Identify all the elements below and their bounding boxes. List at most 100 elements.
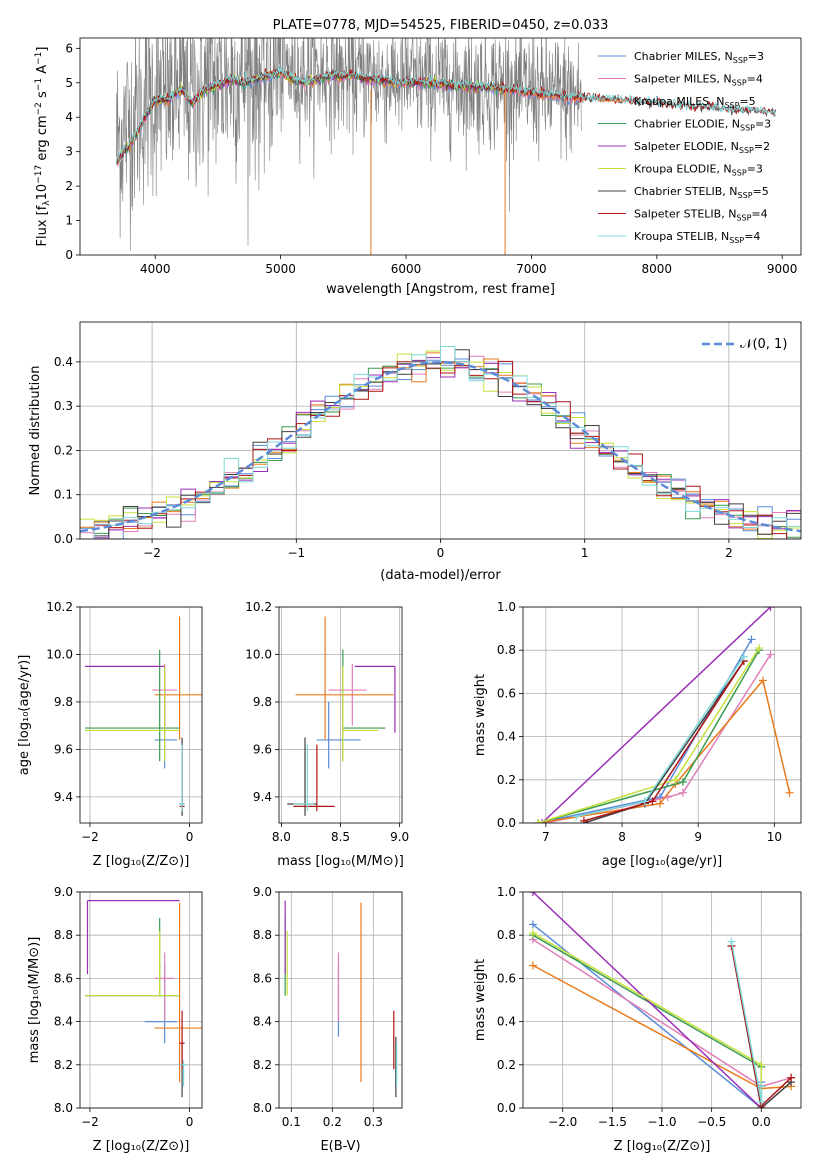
x-tick-label: 8.5 — [331, 830, 350, 844]
spectrum-frame — [79, 37, 802, 256]
x-tick-label: −0.5 — [697, 1115, 726, 1129]
y-tick-label: 0.2 — [497, 773, 516, 787]
y-tick-label: 8.8 — [253, 928, 272, 942]
legend-label-base: Salpeter MILES, N — [634, 73, 732, 86]
y-tick-label: 0.4 — [497, 1015, 516, 1029]
age-vs-Z-ylabel: age [log₁₀(age/yr)] — [17, 655, 32, 776]
y-tick-label: 4 — [65, 110, 73, 124]
legend-label-base: Kroupa ELODIE, N — [634, 163, 732, 176]
residuals-xlabel: (data-model)/error — [380, 568, 501, 583]
observed-spectrum-line — [116, 38, 582, 251]
y-tick-label: 9.0 — [253, 885, 272, 899]
legend-label-sub: SSP — [732, 79, 747, 88]
ylabel-part: −17 — [34, 165, 44, 184]
legend-label-base: Kroupa MILES, N — [634, 95, 724, 108]
legend-label-base: Salpeter STELIB, N — [634, 208, 736, 221]
y-tick-label: 8.0 — [253, 1101, 272, 1115]
histogram-series — [80, 346, 801, 539]
y-tick-label: 3 — [65, 145, 73, 159]
y-tick-label: 10.0 — [46, 647, 73, 661]
y-tick-label: 0.2 — [54, 443, 73, 457]
mass-weight-vs-Z-axes: −2.0 −1.5 −1.0 −0.5 0.0 0.0 0.2 0.4 0.6 0.8 1.0 — [497, 885, 801, 1129]
x-tick-label: 7000 — [516, 262, 547, 276]
y-tick-label: 8.4 — [253, 1015, 272, 1029]
age-vs-mass-plot — [287, 616, 396, 816]
x-tick-label: 10 — [767, 830, 782, 844]
y-tick-label: 0 — [65, 248, 73, 262]
legend-label-base: Chabrier MILES, N — [634, 50, 733, 63]
x-tick-label: 8 — [618, 830, 626, 844]
y-tick-label: 0.4 — [497, 730, 516, 744]
residuals-frame — [79, 321, 802, 540]
x-tick-label: 7 — [542, 830, 550, 844]
legend-label-tail: =4 — [744, 230, 760, 243]
weight-line — [532, 892, 762, 1108]
mass-weight-vs-age-xlabel: age [log₁₀(age/yr)] — [602, 854, 723, 869]
y-tick-label: 8.8 — [54, 928, 73, 942]
spectrum-xlabel: wavelength [Angstrom, rest frame] — [326, 282, 555, 297]
y-tick-label: 0.2 — [497, 1058, 516, 1072]
ylabel-part: λ — [42, 200, 52, 206]
legend-label-tail: =4 — [747, 73, 763, 86]
x-tick-label: −2 — [143, 546, 161, 560]
mass-vs-Z-plot — [84, 900, 202, 1098]
age-vs-mass-frame — [278, 606, 403, 824]
y-tick-label: 9.0 — [54, 885, 73, 899]
weight-line — [532, 932, 763, 1108]
legend-label-tail: =5 — [753, 185, 769, 198]
y-tick-label: 8.2 — [54, 1058, 73, 1072]
legend-label: Chabrier STELIB, NSSP=5 — [634, 185, 769, 200]
weight-line — [541, 607, 772, 823]
mass-weight-vs-Z-xlabel: Z [log₁₀(Z/Z⊙)] — [614, 1139, 711, 1154]
legend-label-sub: SSP — [736, 214, 751, 223]
x-tick-label: 4000 — [140, 262, 171, 276]
y-tick-label: 2 — [65, 179, 73, 193]
y-tick-label: 9.8 — [54, 695, 73, 709]
legend-label: Kroupa STELIB, NSSP=4 — [634, 230, 760, 245]
age-vs-Z-axes: −2 0 9.4 9.6 9.8 10.0 10.2 — [46, 600, 202, 844]
legend-label-sub: SSP — [738, 191, 753, 200]
legend-label: Chabrier MILES, NSSP=3 — [634, 50, 764, 65]
mass-weight-vs-age-ylabel: mass weight — [473, 674, 488, 756]
legend-label-tail: =5 — [739, 95, 755, 108]
y-tick-label: 9.8 — [253, 695, 272, 709]
x-tick-label: 0.1 — [282, 1115, 301, 1129]
legend-label-base: Salpeter ELODIE, N — [634, 140, 739, 153]
legend-label-tail: =3 — [748, 50, 764, 63]
y-tick-label: 1.0 — [497, 885, 516, 899]
y-tick-label: 8.6 — [54, 971, 73, 985]
x-tick-label: 0 — [186, 1115, 194, 1129]
x-tick-label: −2.0 — [548, 1115, 577, 1129]
mass-weight-vs-age-plot — [534, 607, 794, 823]
mass-vs-EBV-frame — [278, 891, 403, 1109]
mass-vs-Z-axes: −2 0 8.0 8.2 8.4 8.6 8.8 9.0 — [54, 885, 202, 1129]
y-tick-label: 0.6 — [497, 971, 516, 985]
x-tick-label: 0 — [186, 830, 194, 844]
x-tick-label: −1 — [287, 546, 305, 560]
age-vs-Z-frame — [79, 606, 203, 824]
ylabel-part: −1 — [34, 78, 44, 91]
mass-vs-EBV-xlabel: E(B-V) — [320, 1139, 360, 1154]
x-tick-label: 2 — [725, 546, 733, 560]
y-tick-label: 9.6 — [253, 742, 272, 756]
residuals-ylabel: Normed distribution — [28, 366, 43, 496]
x-tick-label: 5000 — [265, 262, 296, 276]
x-tick-label: −2 — [81, 1115, 99, 1129]
legend-label-sub: SSP — [740, 124, 755, 133]
mass-vs-EBV-axes: 0.1 0.2 0.3 8.0 8.2 8.4 8.6 8.8 9.0 — [253, 885, 402, 1129]
y-tick-label: 8.2 — [253, 1058, 272, 1072]
legend-label: Salpeter STELIB, NSSP=4 — [634, 208, 768, 223]
y-tick-label: 1 — [65, 214, 73, 228]
x-tick-label: 0 — [437, 546, 445, 560]
model-spectrum-line — [115, 65, 776, 164]
mass-vs-Z-frame — [79, 891, 203, 1109]
x-tick-label: −1.5 — [598, 1115, 627, 1129]
age-vs-mass-axes: 8.0 8.5 9.0 9.4 9.6 9.8 10.0 10.2 — [245, 600, 409, 844]
spectrum-title: PLATE=0778, MJD=54525, FIBERID=0450, z=0… — [273, 18, 609, 33]
y-tick-label: 10.2 — [46, 600, 73, 614]
y-tick-label: 0.6 — [497, 686, 516, 700]
y-tick-label: 0.1 — [54, 488, 73, 502]
ylabel-part: erg cm — [35, 115, 50, 164]
x-tick-label: −1.0 — [647, 1115, 676, 1129]
